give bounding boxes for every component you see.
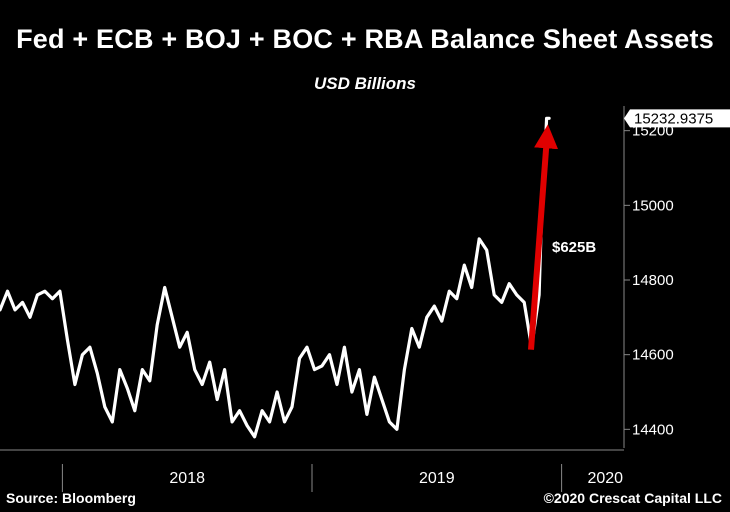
last-value-label: 15232.9375 bbox=[634, 110, 713, 127]
y-tick-label: 14800 bbox=[632, 272, 674, 289]
y-tick-label: 14600 bbox=[632, 347, 674, 364]
copyright-note: ©2020 Crescat Capital LLC bbox=[543, 490, 722, 506]
increase-arrow bbox=[528, 124, 559, 350]
source-note: Source: Bloomberg bbox=[6, 490, 136, 506]
x-tick-label: 2018 bbox=[169, 470, 205, 487]
increase-label: $625B bbox=[552, 239, 596, 256]
y-tick-label: 14400 bbox=[632, 421, 674, 438]
x-tick-label: 2020 bbox=[587, 470, 623, 487]
chart-title: Fed + ECB + BOJ + BOC + RBA Balance Shee… bbox=[16, 24, 714, 54]
series-line bbox=[0, 116, 551, 439]
x-tick-label: 2019 bbox=[419, 470, 455, 487]
chart-subtitle: USD Billions bbox=[313, 74, 416, 93]
y-tick-label: 15000 bbox=[632, 197, 674, 214]
last-value-box bbox=[624, 109, 730, 128]
